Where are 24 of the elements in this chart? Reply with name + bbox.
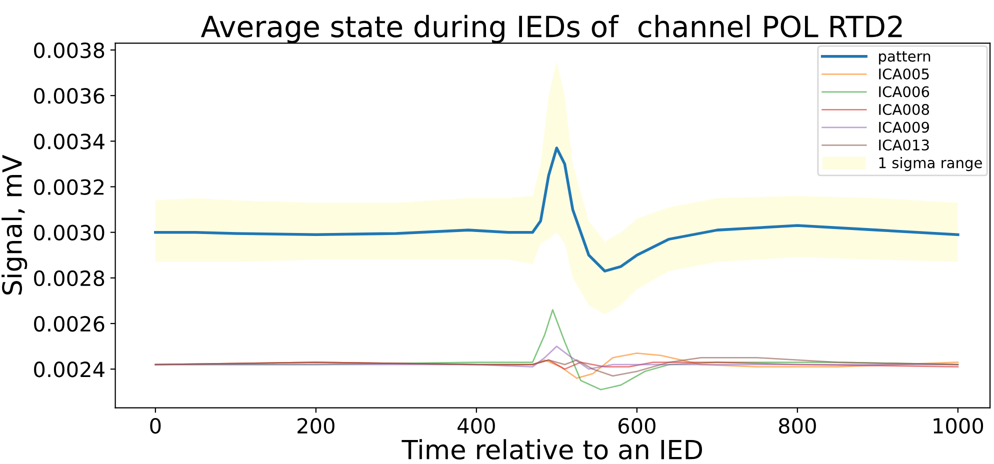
x-tick-label: 800 — [778, 418, 816, 434]
y-axis-title: Signal, mV — [2, 154, 28, 295]
legend-label: ICA006 — [879, 86, 930, 98]
y-tick-label: 0.0038 — [34, 42, 104, 58]
legend-label: ICA009 — [879, 122, 929, 133]
x-tick-label: 200 — [298, 418, 334, 434]
chart-title: Average state during IEDs of channel POL RTD2 — [200, 14, 902, 44]
legend-label: ICA013 — [879, 140, 929, 151]
y-tick-label: 0.0028 — [34, 270, 104, 286]
x-tick-label: 1000 — [934, 418, 984, 434]
y-tick-label: 0.0030 — [34, 224, 104, 241]
y-tick-label: 0.0024 — [34, 362, 104, 378]
x-axis-title: Time relative to an IED — [402, 439, 702, 460]
legend-label: ICA008 — [879, 104, 930, 116]
x-tick-label: 600 — [618, 418, 656, 434]
legend-label: pattern — [879, 51, 930, 65]
y-tick-label: 0.0026 — [34, 316, 104, 332]
x-tick-label: 0 — [150, 418, 161, 434]
x-tick-label: 400 — [458, 418, 495, 434]
y-tick-label: 0.0034 — [34, 134, 104, 150]
y-tick-label: 0.0032 — [34, 179, 104, 195]
annotation: 1 sigma range — [879, 157, 982, 172]
legend-label: ICA005 — [879, 68, 929, 80]
y-tick-label: 0.0036 — [34, 88, 104, 104]
